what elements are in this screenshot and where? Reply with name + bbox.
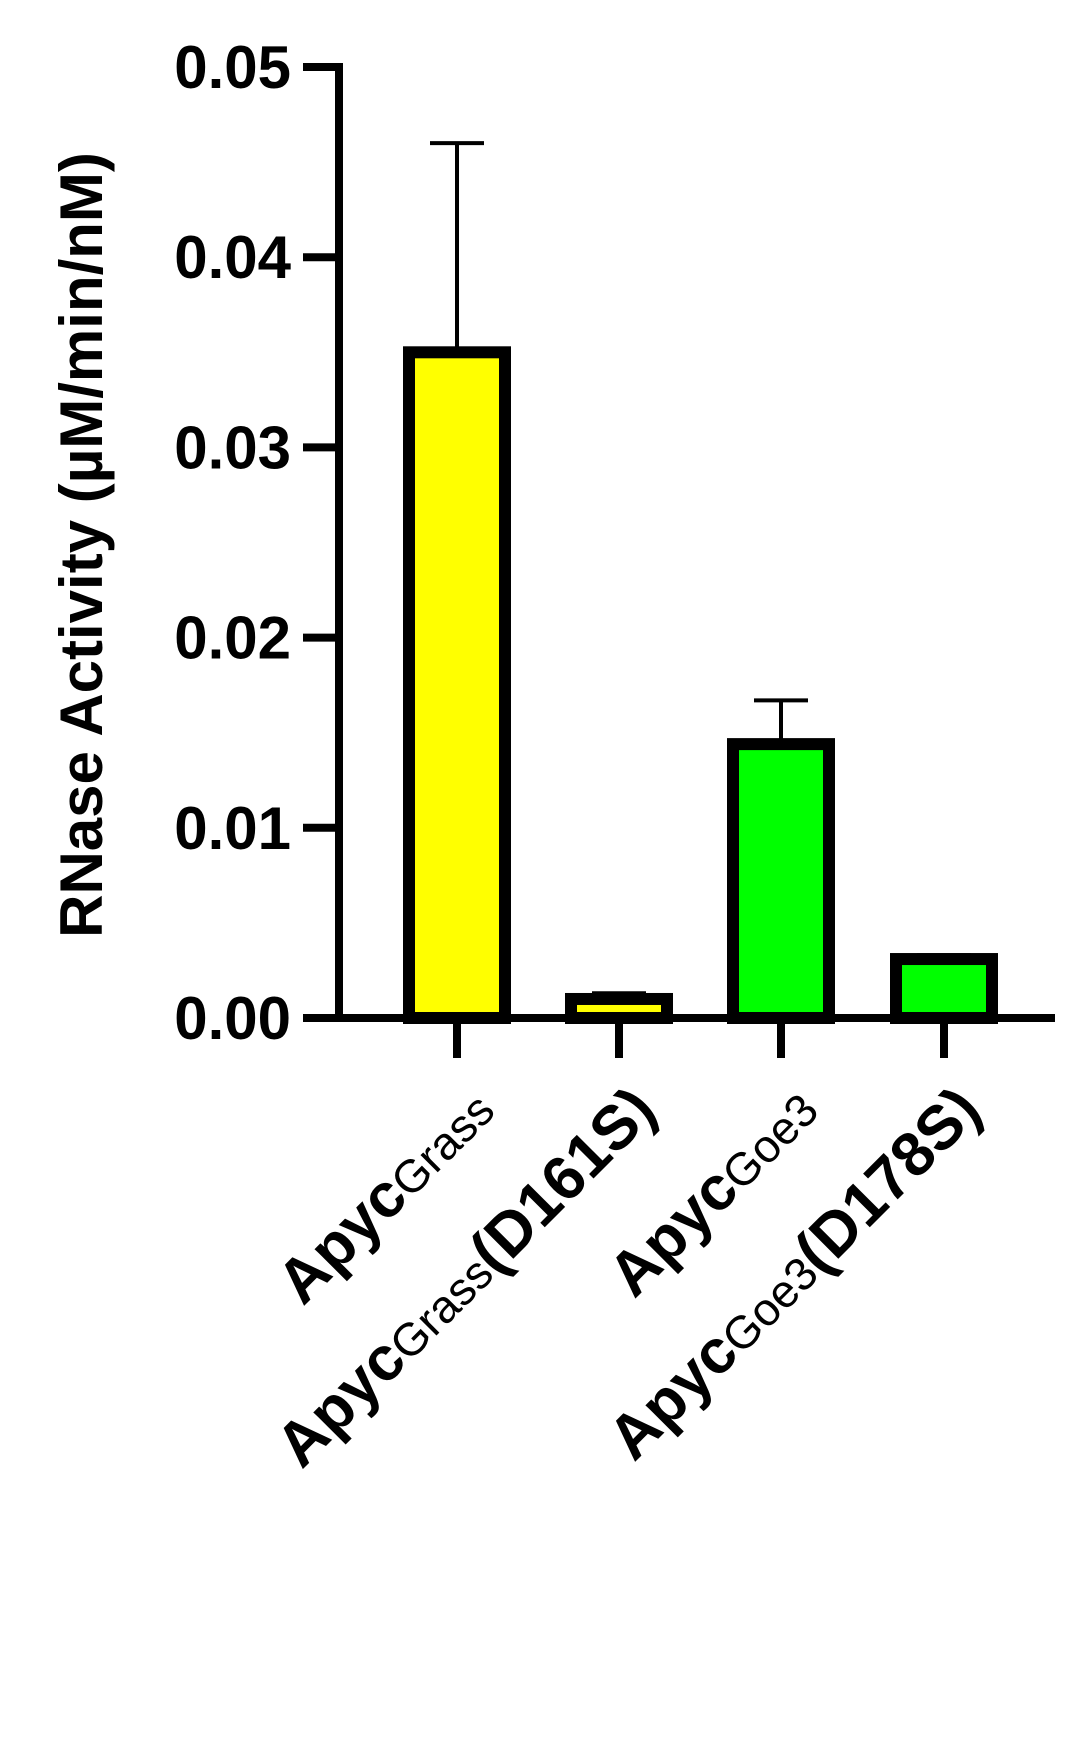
bar xyxy=(727,738,835,1024)
y-tick-label: 0.04 xyxy=(174,224,291,291)
y-tick-label: 0.05 xyxy=(174,34,291,101)
y-axis-label: RNase Activity (µM/min/nM) xyxy=(48,152,115,938)
x-tick-label-part: Grass xyxy=(381,1083,505,1207)
y-tick-label: 0.01 xyxy=(174,795,291,862)
bar xyxy=(403,346,511,1024)
bar xyxy=(890,953,998,1025)
y-tick-label: 0.02 xyxy=(174,605,291,672)
y-tick-label: 0.00 xyxy=(174,985,291,1052)
y-tick-label: 0.03 xyxy=(174,414,291,481)
